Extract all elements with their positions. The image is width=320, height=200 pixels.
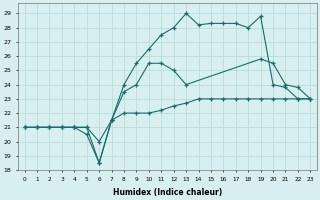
X-axis label: Humidex (Indice chaleur): Humidex (Indice chaleur) (113, 188, 222, 197)
